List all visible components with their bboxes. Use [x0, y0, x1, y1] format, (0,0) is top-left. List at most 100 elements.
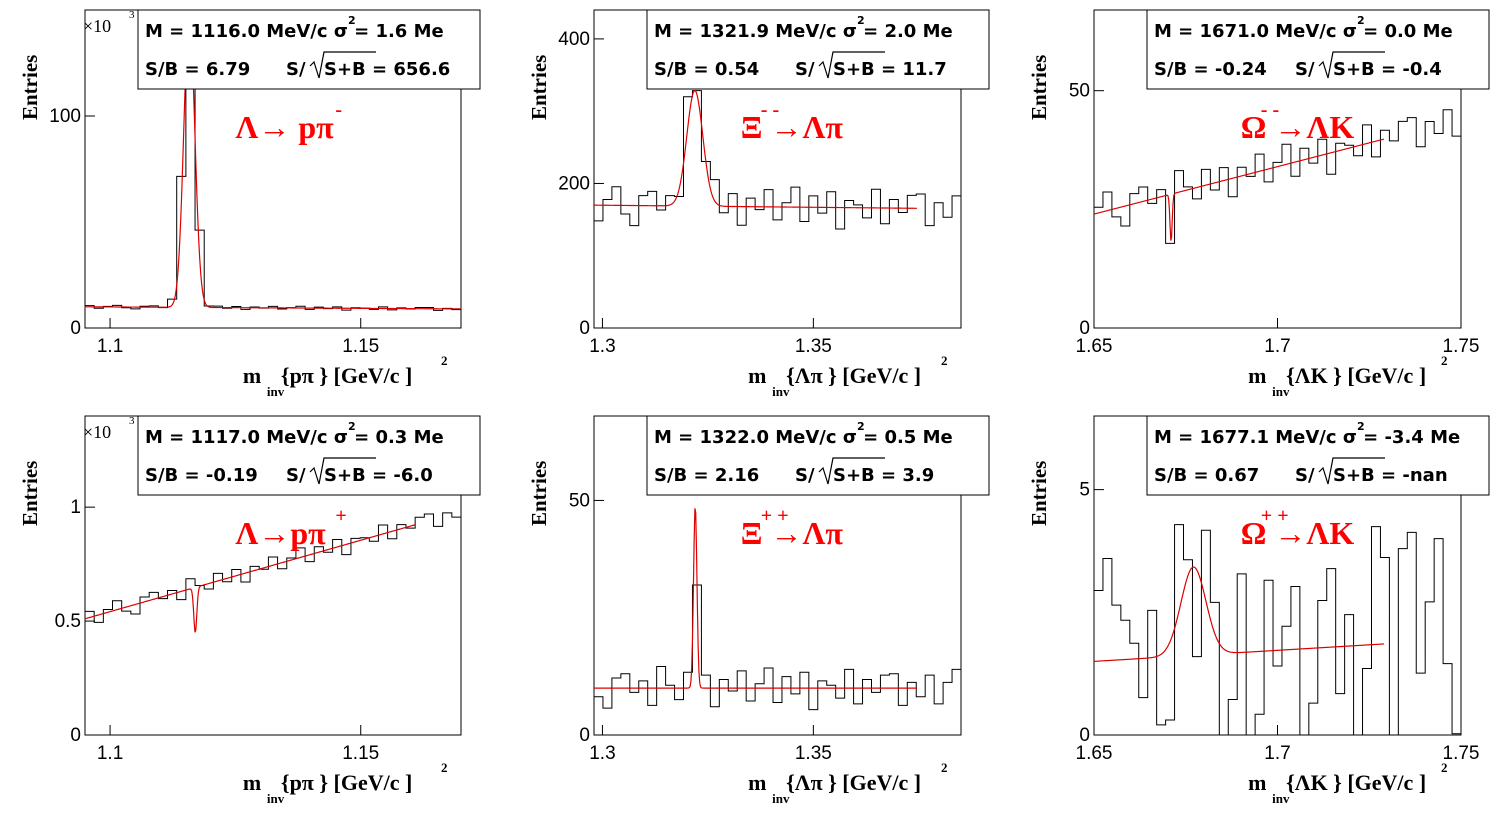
x-axis-label-exponent: 2 [1441, 760, 1448, 775]
y-axis-label: Entries [1027, 55, 1051, 120]
x-tick-label: 1.1 [97, 743, 123, 764]
y-tick-label: 0 [1079, 318, 1090, 339]
y-tick-label: 0 [70, 318, 81, 339]
fit-stats-box [1146, 9, 1490, 90]
stats-mass-sigma: M = 1677.1 MeV/c σ = -3.4 Me [1154, 427, 1460, 448]
x-tick-label: 1.15 [342, 743, 379, 764]
stats-signal-background: S/B = 0.67 [1154, 465, 1259, 486]
sqrt-sign [1318, 457, 1385, 485]
x-tick-label: 1.7 [1264, 336, 1290, 357]
x-axis-label: {pπ } [GeV/c ] [281, 770, 412, 795]
fit-stats-box [646, 415, 990, 496]
histogram-panel-3: 1.65 1.7 1.75 0 50 Entries M = 1671.0 MeV/c σ … [1027, 9, 1490, 399]
y-axis-label: Entries [18, 461, 42, 526]
y-multiplier-exponent: 3 [129, 9, 135, 21]
stats-signal-background: S/B = 0.54 [654, 59, 759, 80]
x-axis-label: {ΛK } [GeV/c ] [1286, 770, 1426, 795]
y-tick-label: 400 [558, 29, 590, 50]
x-axis-label-exponent: 2 [941, 353, 948, 368]
fit-curve [84, 14, 462, 310]
stats-significance: S+B = -6.0 [324, 465, 433, 486]
x-axis-label-symbol: m [748, 770, 766, 795]
x-tick-label: 1.15 [342, 336, 379, 357]
x-axis-label: {Λπ } [GeV/c ] [786, 363, 921, 388]
fit-curve [84, 523, 417, 633]
decay-channel-label: Λ→pπ [235, 515, 326, 551]
stats-significance: S+B = 3.9 [833, 465, 934, 486]
stats-signal-background: S/B = -0.19 [145, 465, 258, 486]
stats-signal-background: S/B = 6.79 [145, 59, 250, 80]
histogram-panel-6: 1.65 1.7 1.75 0 5 Entries M = 1677.1 MeV/c σ =… [1027, 415, 1490, 806]
x-axis-label-subscript: inv [1272, 791, 1290, 806]
stats-mass-unit-exponent: 2 [348, 420, 356, 433]
stats-mass-unit-exponent: 2 [857, 420, 865, 433]
x-axis-label-subscript: inv [772, 791, 790, 806]
stats-mass-sigma: M = 1322.0 MeV/c σ = 0.5 Me [654, 427, 953, 448]
decay-channel-label: Ω →ΛK [1241, 109, 1355, 145]
histogram-panel-5: 1.3 1.35 0 50 Entries M = 1322.0 MeV/c σ = 0.… [527, 415, 990, 806]
histogram-bins [1094, 109, 1461, 244]
x-axis-label-symbol: m [748, 363, 766, 388]
histogram-panel-1: 1.1 1.15 0 100 Entries ×10 3 M = 1116.0 MeV/c σ… [18, 9, 481, 399]
decay-channel-label: Ξ →Λπ [741, 109, 844, 145]
decay-charge-superscript: + [335, 505, 346, 527]
stats-mass-unit-exponent: 2 [857, 14, 865, 27]
stats-mass-sigma: M = 1671.0 MeV/c σ = 0.0 Me [1154, 21, 1453, 42]
x-tick-label: 1.35 [795, 743, 832, 764]
fit-stats-box [646, 9, 990, 90]
stats-significance: S+B = 11.7 [833, 59, 947, 80]
y-tick-label: 1 [70, 497, 81, 518]
histogram-bins [594, 584, 961, 711]
decay-charge-superscript: + + [761, 505, 789, 527]
y-multiplier: ×10 [83, 422, 111, 442]
x-axis-label-exponent: 2 [441, 353, 448, 368]
stats-significance-prefix: S/ [1295, 59, 1315, 80]
stats-significance-prefix: S/ [795, 465, 815, 486]
histogram-bins [85, 512, 461, 623]
stats-mass-sigma: M = 1116.0 MeV/c σ = 1.6 Me [145, 21, 444, 42]
stats-mass-unit-exponent: 2 [1357, 14, 1365, 27]
stats-mass-unit-exponent: 2 [1357, 420, 1365, 433]
x-axis-label-symbol: m [1248, 363, 1266, 388]
y-tick-label: 0 [1079, 725, 1090, 746]
y-tick-label: 0 [579, 318, 590, 339]
x-axis-label: {pπ } [GeV/c ] [281, 363, 412, 388]
decay-charge-superscript: + + [1261, 505, 1289, 527]
y-tick-label: 0.5 [55, 611, 81, 632]
x-tick-label: 1.75 [1443, 743, 1480, 764]
sqrt-sign [818, 457, 885, 485]
y-tick-label: 5 [1079, 480, 1090, 501]
x-axis-label-subscript: inv [772, 384, 790, 399]
stats-significance-prefix: S/ [1295, 465, 1315, 486]
histogram-bins [594, 90, 961, 230]
x-tick-label: 1.65 [1076, 743, 1113, 764]
sqrt-sign [309, 457, 376, 485]
sqrt-sign [309, 51, 376, 79]
y-axis-label: Entries [527, 55, 551, 120]
y-tick-label: 0 [579, 725, 590, 746]
x-axis-label-subscript: inv [267, 384, 285, 399]
x-axis-label-exponent: 2 [1441, 353, 1448, 368]
decay-charge-superscript: - - [761, 99, 779, 121]
y-tick-label: 0 [70, 725, 81, 746]
x-axis-label-subscript: inv [1272, 384, 1290, 399]
fit-stats-box [1146, 415, 1490, 496]
y-multiplier: ×10 [83, 16, 111, 36]
fit-curve [1093, 566, 1384, 662]
x-axis-label-symbol: m [1248, 770, 1266, 795]
stats-significance-prefix: S/ [286, 59, 306, 80]
y-axis-label: Entries [18, 55, 42, 120]
decay-channel-label: Ω →ΛK [1241, 515, 1355, 551]
y-axis-label: Entries [1027, 461, 1051, 526]
stats-significance-prefix: S/ [795, 59, 815, 80]
stats-mass-sigma: M = 1117.0 MeV/c σ = 0.3 Me [145, 427, 444, 448]
decay-charge-superscript: - - [1261, 99, 1279, 121]
stats-signal-background: S/B = -0.24 [1154, 59, 1267, 80]
stats-significance: S+B = -0.4 [1333, 59, 1442, 80]
histogram-bins [1094, 524, 1461, 736]
decay-channel-label: Λ→ pπ [235, 109, 334, 145]
decay-charge-superscript: - [335, 99, 342, 121]
y-tick-label: 200 [558, 173, 590, 194]
histogram-panel-4: 1.1 1.15 0 0.5 1 Entries ×10 3 M = 1117.0 MeV/c … [18, 415, 481, 806]
sqrt-sign [1318, 51, 1385, 79]
